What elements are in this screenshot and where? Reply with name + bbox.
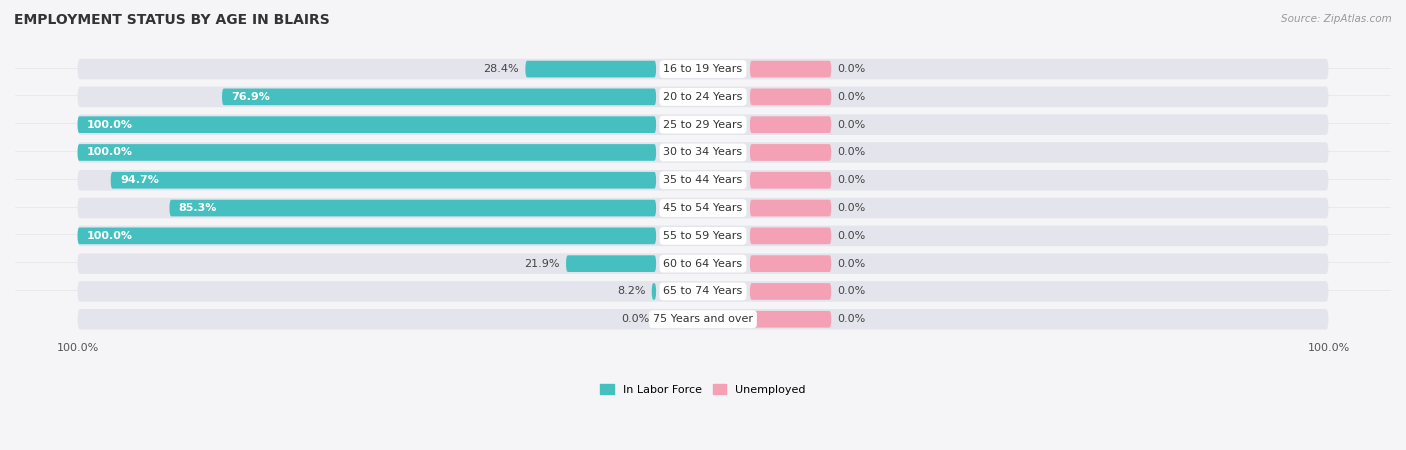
FancyBboxPatch shape [170,200,657,216]
Text: 60 to 64 Years: 60 to 64 Years [664,259,742,269]
Legend: In Labor Force, Unemployed: In Labor Force, Unemployed [600,384,806,395]
FancyBboxPatch shape [652,283,657,300]
FancyBboxPatch shape [77,86,1329,107]
FancyBboxPatch shape [749,89,831,105]
FancyBboxPatch shape [77,198,1329,218]
Text: 30 to 34 Years: 30 to 34 Years [664,148,742,157]
Text: 0.0%: 0.0% [621,314,650,324]
Text: 28.4%: 28.4% [484,64,519,74]
FancyBboxPatch shape [77,253,1329,274]
Text: 16 to 19 Years: 16 to 19 Years [664,64,742,74]
FancyBboxPatch shape [77,59,1329,79]
Text: 0.0%: 0.0% [838,120,866,130]
FancyBboxPatch shape [749,228,831,244]
Text: 0.0%: 0.0% [838,175,866,185]
FancyBboxPatch shape [77,117,657,133]
FancyBboxPatch shape [526,61,657,77]
Text: 0.0%: 0.0% [838,148,866,157]
Text: 75 Years and over: 75 Years and over [652,314,754,324]
Text: 0.0%: 0.0% [838,259,866,269]
FancyBboxPatch shape [77,114,1329,135]
Text: 100.0%: 100.0% [87,231,134,241]
Text: 25 to 29 Years: 25 to 29 Years [664,120,742,130]
FancyBboxPatch shape [77,142,1329,163]
FancyBboxPatch shape [77,309,1329,329]
Text: 0.0%: 0.0% [838,231,866,241]
FancyBboxPatch shape [749,172,831,189]
Text: 0.0%: 0.0% [838,287,866,297]
FancyBboxPatch shape [749,283,831,300]
FancyBboxPatch shape [749,311,831,328]
FancyBboxPatch shape [749,117,831,133]
FancyBboxPatch shape [749,200,831,216]
FancyBboxPatch shape [77,228,657,244]
Text: Source: ZipAtlas.com: Source: ZipAtlas.com [1281,14,1392,23]
Text: 21.9%: 21.9% [524,259,560,269]
FancyBboxPatch shape [111,172,657,189]
Text: 100.0%: 100.0% [87,120,134,130]
Text: 94.7%: 94.7% [120,175,159,185]
FancyBboxPatch shape [77,144,657,161]
Text: 0.0%: 0.0% [838,92,866,102]
Text: 45 to 54 Years: 45 to 54 Years [664,203,742,213]
FancyBboxPatch shape [77,225,1329,246]
Text: 0.0%: 0.0% [838,314,866,324]
FancyBboxPatch shape [77,281,1329,302]
FancyBboxPatch shape [749,255,831,272]
Text: 76.9%: 76.9% [232,92,270,102]
FancyBboxPatch shape [567,255,657,272]
Text: 0.0%: 0.0% [838,64,866,74]
Text: 65 to 74 Years: 65 to 74 Years [664,287,742,297]
Text: 8.2%: 8.2% [617,287,645,297]
Text: 0.0%: 0.0% [838,203,866,213]
Text: 35 to 44 Years: 35 to 44 Years [664,175,742,185]
Text: 100.0%: 100.0% [87,148,134,157]
FancyBboxPatch shape [749,144,831,161]
Text: 85.3%: 85.3% [179,203,218,213]
Text: 20 to 24 Years: 20 to 24 Years [664,92,742,102]
FancyBboxPatch shape [222,89,657,105]
FancyBboxPatch shape [77,170,1329,190]
Text: EMPLOYMENT STATUS BY AGE IN BLAIRS: EMPLOYMENT STATUS BY AGE IN BLAIRS [14,14,330,27]
FancyBboxPatch shape [749,61,831,77]
Text: 55 to 59 Years: 55 to 59 Years [664,231,742,241]
